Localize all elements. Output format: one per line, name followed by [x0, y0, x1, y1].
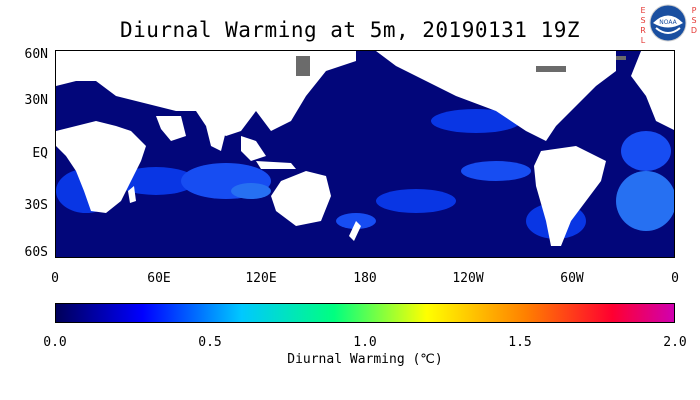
lon-label: 0	[51, 271, 59, 286]
lat-label: EQ	[32, 146, 48, 161]
landmasses	[56, 51, 674, 246]
lon-label: 60W	[560, 271, 584, 286]
colorbar-tick: 0.5	[198, 335, 222, 350]
lon-label: 180	[353, 271, 377, 286]
colorbar-tick: 1.5	[508, 335, 532, 350]
svg-text:NOAA: NOAA	[659, 19, 677, 26]
map-title: Diurnal Warming at 5m, 20190131 19Z	[119, 18, 580, 42]
sea-ice	[296, 56, 626, 76]
lon-label: 120E	[245, 271, 277, 286]
colorbar-tick: 0.0	[43, 335, 67, 350]
colorbar	[55, 303, 675, 323]
colorbar-tick: 2.0	[663, 335, 687, 350]
lat-label: 30N	[24, 93, 48, 108]
noaa-seal-icon: NOAA	[649, 4, 687, 42]
lat-label: 60N	[24, 47, 48, 62]
lon-label: 0	[671, 271, 679, 286]
colorbar-label: Diurnal Warming (℃)	[287, 352, 443, 367]
colorbar-tick: 1.0	[353, 335, 377, 350]
lon-label: 120W	[452, 271, 484, 286]
lat-label: 60S	[24, 245, 48, 260]
diurnal-warming-map	[55, 50, 675, 258]
lon-label: 60E	[147, 271, 171, 286]
lat-label: 30S	[24, 198, 48, 213]
